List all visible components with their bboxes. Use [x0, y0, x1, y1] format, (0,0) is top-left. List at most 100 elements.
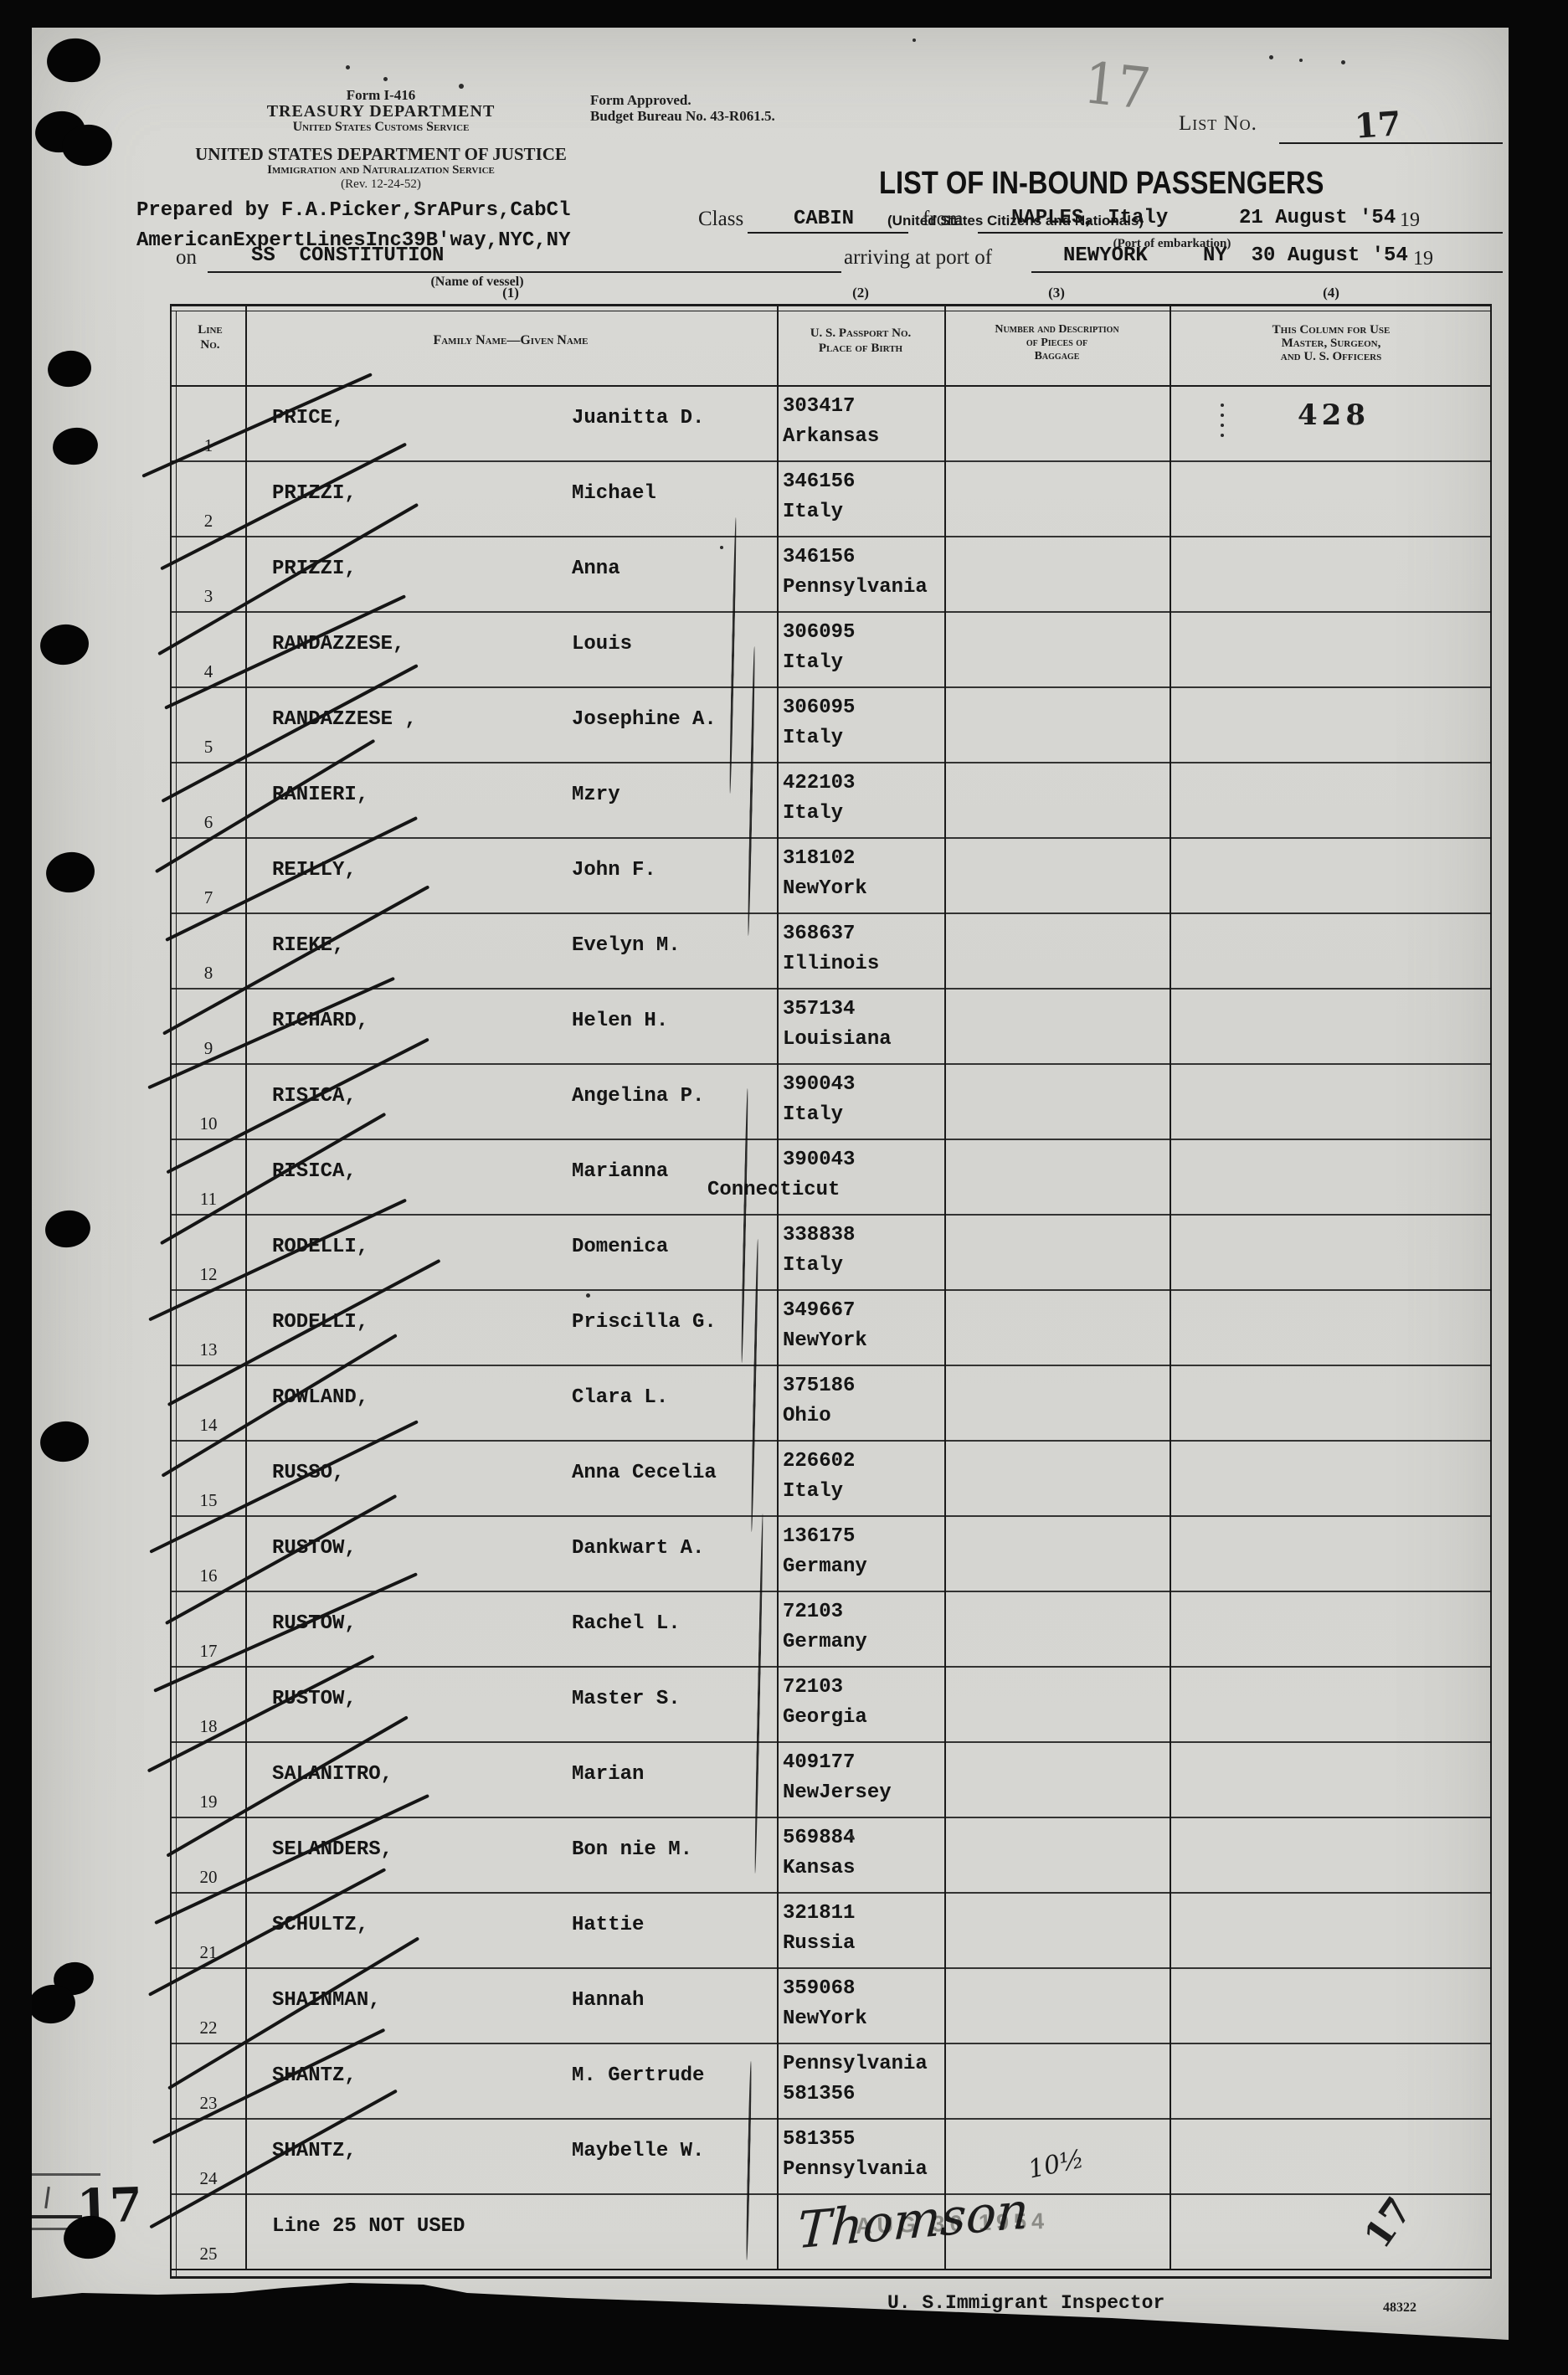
place-of-birth: Italy [783, 1254, 844, 1277]
passenger-row: 23 SHANTZ, M. Gertrude Pennsylvania 5813… [152, 2028, 1492, 2144]
on-label: on [176, 246, 197, 269]
family-name: RANDAZZESE, [272, 633, 405, 655]
ink-speck [459, 84, 464, 89]
place-of-birth: NewJersey [783, 1781, 892, 1804]
line-number: 12 [199, 1264, 218, 1284]
divider-passport-baggage [944, 304, 946, 2270]
passenger-row: 13 RODELLI, Priscilla G. 349667 NewYork [167, 1258, 1492, 1406]
header-line-no-2: No. [200, 338, 220, 352]
form-number: Form I-416 [346, 87, 416, 103]
line-number: 6 [203, 812, 213, 832]
place-of-birth: Germany [783, 1631, 867, 1653]
passport-number: 368637 [783, 923, 856, 945]
column-number-4: (4) [1323, 285, 1339, 301]
given-name: Mzry [572, 784, 620, 806]
passport-number: 346156 [783, 470, 856, 493]
form-approved-line1: Form Approved. [590, 92, 691, 108]
arrival-date-value: NY 30 August '54 [1203, 244, 1408, 267]
passenger-row: 21 SCHULTZ, Hattie 321811 Russia [147, 1868, 1492, 1997]
margin-scratch-mark-2 [15, 1165, 25, 1182]
header-officers-line2: Master, Surgeon, [1281, 337, 1381, 350]
passenger-row: 17 RUSTOW, Rachel L. 72103 Germany [153, 1572, 1492, 1693]
place-of-birth: Russia [783, 1932, 856, 1955]
place-of-birth: Pennsylvania [783, 576, 928, 599]
passenger-row: 22 SHAINMAN, Hannah 359068 NewYork [167, 1936, 1492, 2090]
line-number: 8 [203, 963, 213, 983]
arrival-year-prefix: 19 [1413, 248, 1433, 270]
list-no-underline [1279, 142, 1503, 144]
class-value: CABIN [794, 208, 855, 230]
given-name: Bon nie M. [572, 1838, 693, 1861]
passenger-row: 24 SHANTZ, Maybelle W. 581355 Pennsylvan… [149, 2089, 1492, 2228]
passport-number: 346156 [783, 546, 856, 568]
passport-number: 306095 [783, 697, 856, 719]
passenger-row: 14 ROWLAND, Clara L. 375186 Ohio [161, 1334, 1492, 1478]
place-of-birth: 581356 [783, 2083, 856, 2105]
passenger-row: 10 RISICA, Angelina P. 390043 Italy [166, 1037, 1492, 1174]
line-number: 23 [199, 2093, 218, 2113]
ink-speck [1221, 414, 1224, 417]
passport-number: Pennsylvania [783, 2053, 928, 2075]
family-name: RICHARD, [272, 1010, 369, 1032]
line-number: 4 [203, 661, 213, 681]
given-name: Helen H. [572, 1010, 669, 1032]
passenger-row: 1 PRICE, Juanitta D. 303417 Arkansas [141, 373, 1492, 478]
arriving-underline [1031, 271, 1503, 273]
passenger-row: 15 RUSSO, Anna Cecelia 226602 Italy [149, 1420, 1492, 1554]
inspector-title: U. S.Immigrant Inspector [887, 2292, 1165, 2314]
passport-number: 390043 [783, 1149, 856, 1171]
line-number: 16 [199, 1565, 218, 1586]
divider-name-passport [777, 304, 779, 2270]
passport-number: 72103 [783, 1676, 844, 1699]
given-name: Louis [572, 633, 633, 655]
line-number: 20 [199, 1867, 218, 1887]
passport-number: 349667 [783, 1299, 856, 1322]
given-name: Domenica [572, 1236, 669, 1258]
family-name: REILLY, [272, 859, 357, 882]
place-of-birth: NewYork [783, 1329, 867, 1352]
header-line-no-1: Line [198, 323, 223, 337]
given-name: Rachel L. [572, 1612, 681, 1635]
family-name: RANDAZZESE , [272, 708, 417, 731]
form-approved-line2: Budget Bureau No. 43-R061.5. [590, 108, 775, 124]
given-name: Juanitta D. [572, 407, 705, 429]
arrival-port-value: NEWYORK [1063, 244, 1148, 267]
place-of-birth: NewYork [783, 2007, 867, 2030]
passenger-row: 6 RANIERI, Mzry 422103 Italy [154, 738, 1492, 873]
column-number-3: (3) [1048, 285, 1065, 301]
embark-date-value: 21 August '54 [1239, 207, 1396, 229]
passenger-row: 5 RANDAZZESE , Josephine A. 306095 Italy [161, 663, 1492, 803]
passenger-row: 20 SELANDERS, Bon nie M. 569884 Kansas [154, 1793, 1492, 1925]
punch-hole [43, 849, 98, 896]
given-name: Josephine A. [572, 708, 717, 731]
punch-hole [50, 424, 100, 468]
place-of-birth: Germany [783, 1555, 867, 1578]
passport-number: 569884 [783, 1827, 856, 1849]
passenger-row: 11 RISICA, Marianna 390043 Connecticut [159, 1112, 1492, 1245]
passport-number: 375186 [783, 1375, 856, 1397]
passenger-row: 18 RUSTOW, Master S. 72103 Georgia [147, 1654, 1492, 1773]
passenger-rows: 1 PRICE, Juanitta D. 303417 Arkansas 2 P… [141, 373, 1492, 2270]
given-name: Dankwart A. [572, 1537, 705, 1560]
passenger-row: 3 PRIZZI, Anna 346156 Pennsylvania [157, 502, 1492, 655]
place-of-birth: Italy [783, 501, 844, 523]
place-of-birth: Georgia [783, 1706, 867, 1729]
class-label: Class [698, 208, 744, 230]
passenger-row: 2 PRIZZI, Michael 346156 Italy [160, 442, 1492, 570]
given-name: Anna [572, 558, 620, 580]
line-number: 7 [203, 887, 213, 907]
passport-number: 318102 [783, 847, 856, 870]
print-code: 48322 [1383, 2300, 1416, 2315]
ink-speck [586, 1293, 590, 1298]
passenger-row: 9 RICHARD, Helen H. 357134 Louisiana [147, 976, 1492, 1089]
header-family-given-name: Family Name—Given Name [433, 333, 589, 347]
vessel-name: SS CONSTITUTION [251, 244, 445, 267]
passenger-row: 8 RIEKE, Evelyn M. 368637 Illinois [162, 885, 1492, 1036]
line-number: 22 [199, 2018, 218, 2038]
ink-speck [1221, 434, 1224, 437]
line-number: 19 [199, 1792, 218, 1812]
list-no-label: List No. [1179, 112, 1257, 135]
place-of-birth: Kansas [783, 1857, 856, 1879]
line-number: 21 [199, 1942, 218, 1962]
